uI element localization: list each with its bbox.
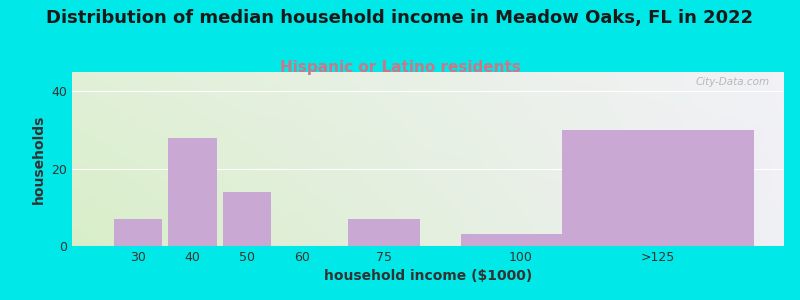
Text: Hispanic or Latino residents: Hispanic or Latino residents: [279, 60, 521, 75]
Bar: [223, 192, 271, 246]
Text: Distribution of median household income in Meadow Oaks, FL in 2022: Distribution of median household income …: [46, 9, 754, 27]
Bar: [562, 130, 754, 246]
Bar: [461, 234, 582, 246]
Bar: [348, 219, 420, 246]
Y-axis label: households: households: [32, 114, 46, 204]
X-axis label: household income ($1000): household income ($1000): [324, 269, 532, 284]
Text: City-Data.com: City-Data.com: [696, 77, 770, 87]
Bar: [114, 219, 162, 246]
Bar: [168, 138, 217, 246]
